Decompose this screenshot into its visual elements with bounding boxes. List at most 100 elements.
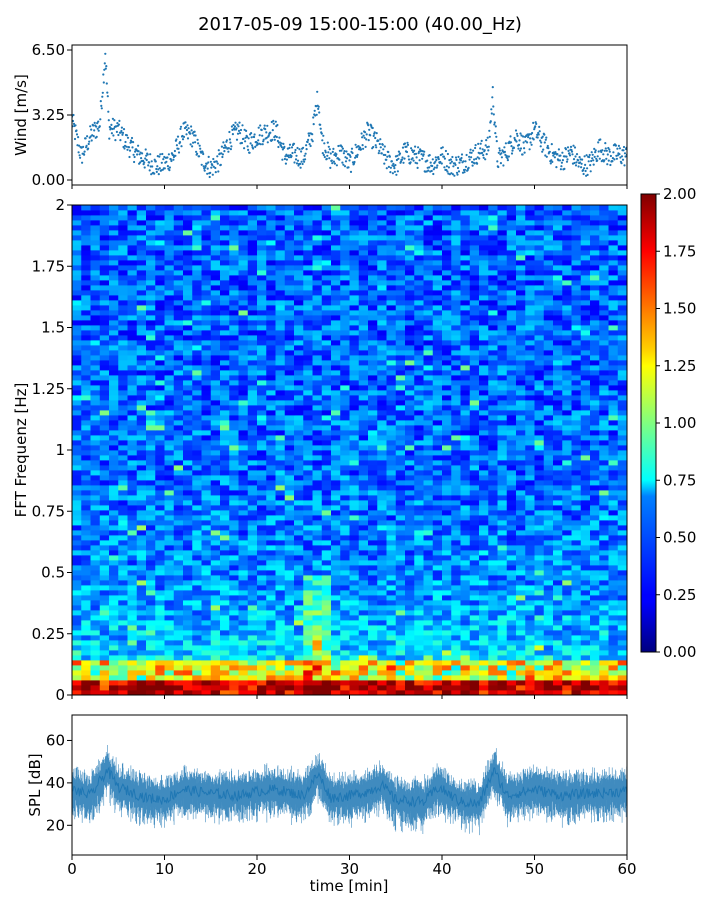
spectrogram-cell bbox=[192, 550, 202, 556]
wind-data-point bbox=[490, 108, 493, 111]
wind-data-point bbox=[403, 142, 407, 145]
spectrogram-cell bbox=[164, 430, 175, 436]
spectrogram-cell bbox=[294, 565, 304, 571]
spectrogram-cell bbox=[284, 380, 295, 386]
spectrogram-cell bbox=[377, 675, 387, 681]
spectrogram-cell bbox=[590, 455, 600, 461]
wind-data-point bbox=[540, 141, 543, 144]
spectrogram-cell bbox=[506, 495, 517, 501]
spectrogram-cell bbox=[275, 670, 286, 676]
spectrogram-cell bbox=[247, 545, 258, 551]
spectrogram-cell bbox=[414, 500, 424, 506]
wind-data-point bbox=[580, 166, 583, 169]
spectrogram-cell bbox=[247, 615, 258, 621]
spectrogram-cell bbox=[405, 370, 415, 376]
spectrogram-cell bbox=[229, 430, 239, 436]
spectrogram-cell bbox=[479, 550, 489, 556]
spectrogram-cell bbox=[118, 480, 128, 486]
spectrogram-cell bbox=[136, 470, 147, 476]
spectrogram-cell bbox=[599, 490, 609, 496]
spectrogram-cell bbox=[543, 685, 554, 691]
spectrogram-cell bbox=[562, 585, 572, 591]
spectrogram-cell bbox=[312, 505, 323, 511]
spectrogram-cell bbox=[414, 640, 424, 646]
wind-data-point bbox=[179, 127, 182, 130]
spectrogram-cell bbox=[146, 430, 156, 436]
spectrogram-cell bbox=[331, 425, 341, 431]
spectrogram-cell bbox=[525, 640, 535, 646]
spectrogram-cell bbox=[506, 555, 517, 561]
wind-data-point bbox=[536, 136, 539, 139]
spectrogram-cell bbox=[368, 480, 378, 486]
spectrogram-cell bbox=[109, 585, 119, 591]
spectrogram-cell bbox=[405, 480, 415, 486]
spectrogram-cell bbox=[395, 550, 406, 556]
spectrogram-cell bbox=[229, 475, 239, 481]
spectrogram-cell bbox=[442, 475, 452, 481]
spectrogram-cell bbox=[340, 370, 350, 376]
spectrogram-cell bbox=[238, 460, 249, 466]
spectrogram-cell bbox=[173, 655, 184, 661]
spectrogram-cell bbox=[460, 460, 471, 466]
spectrogram-cell bbox=[81, 520, 91, 526]
spectrogram-cell bbox=[146, 585, 156, 591]
wind-data-point bbox=[465, 153, 468, 157]
wind-data-point bbox=[410, 147, 413, 150]
spectrogram-cell bbox=[164, 395, 175, 401]
spectrogram-cell bbox=[368, 455, 378, 461]
spectrogram-cell bbox=[423, 570, 434, 576]
spectrogram-cell bbox=[432, 440, 443, 446]
wind-data-point bbox=[343, 150, 346, 153]
spectrogram-cell bbox=[238, 650, 249, 656]
spectrogram-cell bbox=[553, 430, 563, 436]
spectrogram-cell bbox=[173, 470, 184, 476]
wind-data-point bbox=[541, 135, 544, 138]
spectrogram-cell bbox=[284, 440, 295, 446]
spectrogram-cell bbox=[90, 490, 101, 496]
wind-data-point bbox=[451, 155, 454, 159]
wind-data-point bbox=[488, 135, 491, 138]
wind-data-point bbox=[273, 138, 276, 141]
spectrogram-cell bbox=[368, 660, 378, 666]
spectrogram-cell bbox=[266, 580, 276, 586]
spectrogram-cell bbox=[562, 645, 572, 651]
spectrogram-cell bbox=[192, 520, 202, 526]
spectrogram-cell bbox=[349, 645, 360, 651]
spectrogram-cell bbox=[423, 630, 434, 636]
spectrogram-cell bbox=[331, 440, 341, 446]
spectrogram-cell bbox=[451, 415, 461, 421]
spectrogram-cell bbox=[497, 490, 508, 496]
spectrogram-cell bbox=[303, 575, 313, 581]
spectrogram-cell bbox=[414, 545, 424, 551]
wind-data-point bbox=[585, 154, 588, 157]
spectrogram-cell bbox=[432, 475, 443, 481]
wind-data-point bbox=[480, 139, 483, 142]
spectrogram-cell bbox=[118, 485, 128, 491]
spectrogram-cell bbox=[164, 450, 175, 456]
spectrogram-cell bbox=[72, 505, 82, 511]
spectrogram-cell bbox=[146, 550, 156, 556]
spectrogram-cell bbox=[599, 375, 609, 381]
spectrogram-cell bbox=[460, 530, 471, 536]
spectrogram-cell bbox=[497, 415, 508, 421]
spectrogram-cell bbox=[395, 575, 406, 581]
spectrogram-cell bbox=[423, 475, 434, 481]
spectrogram-cell bbox=[377, 570, 387, 576]
spectrogram-cell bbox=[164, 470, 175, 476]
spectrogram-cell bbox=[164, 655, 175, 661]
spectrogram-cell bbox=[349, 375, 360, 381]
spectrogram-cell bbox=[599, 510, 609, 516]
spectrogram-cell bbox=[405, 545, 415, 551]
spectrogram-cell bbox=[395, 400, 406, 406]
spectrogram-cell bbox=[266, 590, 276, 596]
wind-data-point bbox=[570, 150, 574, 153]
wind-data-point bbox=[569, 145, 573, 148]
spectrogram-cell bbox=[238, 595, 249, 601]
spectrogram-cell bbox=[183, 655, 193, 661]
spectrogram-cell bbox=[414, 530, 424, 536]
spectrogram-cell bbox=[275, 490, 286, 496]
wind-data-point bbox=[471, 164, 474, 167]
spectrogram-cell bbox=[414, 445, 424, 451]
wind-data-point bbox=[237, 125, 240, 128]
spectrogram-cell bbox=[220, 440, 230, 446]
